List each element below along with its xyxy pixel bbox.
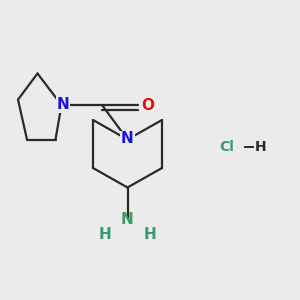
Text: H: H <box>144 227 156 242</box>
Text: Cl: Cl <box>219 140 234 154</box>
Text: O: O <box>141 98 154 112</box>
Text: H: H <box>255 140 267 154</box>
Text: N: N <box>121 212 134 226</box>
Text: N: N <box>57 97 69 112</box>
Text: H: H <box>99 227 111 242</box>
Text: N: N <box>121 131 134 146</box>
